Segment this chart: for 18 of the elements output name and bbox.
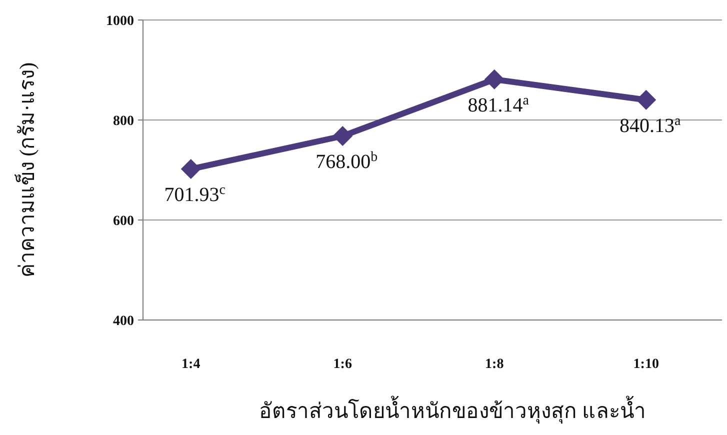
x-tick-label: 1:4 bbox=[182, 357, 200, 372]
y-tick-label: 600 bbox=[113, 214, 134, 229]
y-tick-label: 1000 bbox=[106, 14, 134, 29]
x-tick-label: 1:6 bbox=[333, 357, 352, 372]
y-tick-label: 800 bbox=[113, 114, 134, 129]
data-label: 881.14$^{a}$ bbox=[468, 92, 530, 116]
point bbox=[332, 126, 353, 146]
data-label: 840.13$^{a}$ bbox=[620, 113, 682, 137]
x-tick-label: 1:8 bbox=[485, 357, 504, 372]
point bbox=[484, 69, 504, 90]
point bbox=[180, 159, 201, 180]
point bbox=[636, 90, 656, 110]
y-axis-title: ค่าความแข็ง (กรัม·แรง) bbox=[13, 62, 39, 278]
x-axis-title: อัตราส่วนโดยน้ำหนักของข้าวหุงสุก และน้ำ bbox=[258, 396, 646, 424]
x-tick-label: 1:10 bbox=[633, 357, 659, 372]
y-tick-label: 400 bbox=[113, 314, 134, 329]
data-label: 701.93$^{c}$ bbox=[164, 182, 226, 206]
data-label: 768.00$^{b}$ bbox=[316, 150, 378, 173]
